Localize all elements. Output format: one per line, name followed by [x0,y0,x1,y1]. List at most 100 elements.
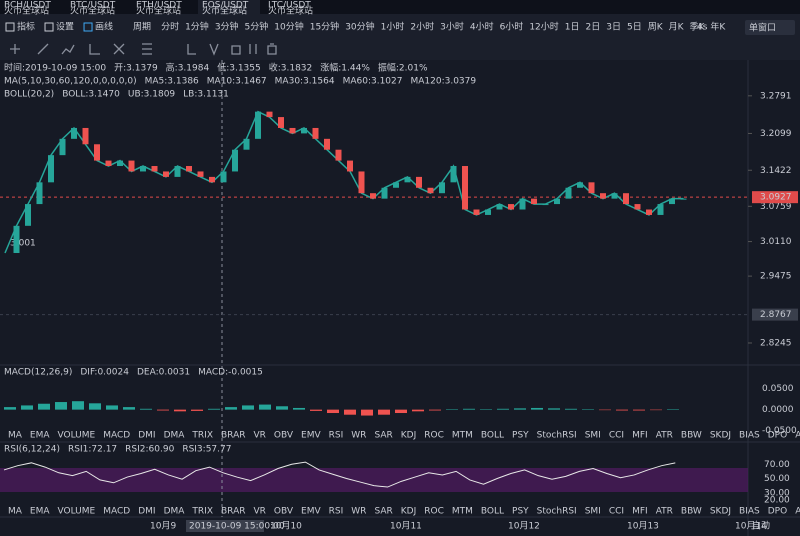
period[interactable]: 1日 [565,22,580,33]
tool-button[interactable]: 画线 [95,21,113,33]
info-text: RSI3:57.77 [182,445,231,455]
indicator-tab[interactable]: BBW [681,431,702,441]
indicator-tab[interactable]: AO [795,507,800,517]
tab-sub: 火币全球站 [70,5,115,17]
indicator-tab[interactable]: SMI [585,431,601,441]
candle [105,160,112,167]
period[interactable]: 季K [690,21,706,33]
period[interactable]: 年K [710,21,726,33]
indicator-tab[interactable]: VOLUME [58,507,96,517]
indicator-tab[interactable]: BIAS [739,507,760,517]
auto-button[interactable]: 自动 [752,520,770,532]
candle [301,127,307,134]
indicator-tab[interactable]: SKDJ [710,507,731,517]
indicator-tab[interactable]: OBV [274,507,294,517]
period[interactable]: 5分钟 [245,21,269,33]
indicator-tab[interactable]: KDJ [401,507,417,517]
indicator-tab[interactable]: TRIX [191,507,213,517]
indicator-tab[interactable]: EMA [30,431,50,441]
indicator-tab[interactable]: EMA [30,507,50,517]
indicator-tab[interactable]: KDJ [401,431,417,441]
period[interactable]: 12小时 [529,21,558,33]
indicator-tab[interactable]: EMV [301,431,321,441]
indicator-tab[interactable]: MA [8,507,23,517]
indicator-tab[interactable]: DPO [768,507,787,517]
period[interactable]: 5日 [627,22,642,33]
indicator-tab[interactable]: MFI [632,431,648,441]
macd-bar [55,402,67,410]
tab[interactable]: BCH/USDT [4,1,51,11]
indicator-tab[interactable]: SAR [374,507,392,517]
indicator-tab[interactable]: DMA [164,431,186,441]
indicator-tab[interactable]: StochRSI [537,431,577,441]
indicator-tab[interactable]: AO [795,431,800,441]
candle [565,187,572,199]
indicator-tab[interactable]: CCI [609,507,624,517]
indicator-tab[interactable]: MACD [103,507,130,517]
indicator-tab[interactable]: SAR [374,431,392,441]
period[interactable]: 3日 [606,22,621,33]
indicator-tab[interactable]: VR [253,507,265,517]
period[interactable]: 分时 [161,21,179,33]
info-text: MA(5,10,30,60,120,0,0,0,0,0) [4,77,137,87]
indicator-tab[interactable]: WR [351,507,366,517]
indicator-tab[interactable]: DPO [768,431,787,441]
indicator-tab[interactable]: MA [8,431,23,441]
period[interactable]: 4小时 [470,21,494,33]
indicator-tab[interactable]: BOLL [481,431,504,441]
indicator-tab[interactable]: DMI [138,431,155,441]
period[interactable]: 周K [648,22,664,33]
tab-sub: 火币全球站 [202,5,247,17]
tool-button[interactable]: 指标 [17,21,35,33]
indicator-tab[interactable]: MFI [632,507,648,517]
period[interactable]: 1分钟 [185,21,209,33]
window-select[interactable] [745,20,795,35]
indicator-tab[interactable]: VOLUME [58,431,96,441]
period[interactable]: 30分钟 [345,21,374,33]
indicator-tab[interactable]: MTM [452,507,473,517]
indicator-tab[interactable]: WR [351,431,366,441]
indicator-tab[interactable]: SKDJ [710,431,731,441]
period[interactable]: 月K [669,22,685,33]
indicator-tab[interactable]: SMI [585,507,601,517]
period[interactable]: 1小时 [381,21,405,33]
indicator-tab[interactable]: BRAR [221,431,245,441]
indicator-tab[interactable]: ATR [656,507,673,517]
indicator-tab[interactable]: ROC [424,431,444,441]
indicator-tab[interactable]: CCI [609,431,624,441]
indicator-tab[interactable]: MTM [452,431,473,441]
indicator-tab[interactable]: MACD [103,431,130,441]
indicator-tab[interactable]: DMI [138,507,155,517]
indicator-tab[interactable]: StochRSI [537,507,577,517]
tab[interactable]: BTC/USDT [70,1,116,11]
period[interactable]: 2日 [586,22,601,33]
period[interactable]: 3小时 [440,21,464,33]
info-text: UB:3.1809 [128,90,176,100]
indicator-tab[interactable]: ATR [656,431,673,441]
tab[interactable]: ETH/USDT [136,1,182,11]
indicator-tab[interactable]: BBW [681,507,702,517]
period[interactable]: 15分钟 [310,21,339,33]
indicator-tab[interactable]: PSY [512,431,529,441]
period[interactable]: 6小时 [500,21,524,33]
indicator-tab[interactable]: BRAR [221,507,245,517]
period[interactable]: 2小时 [410,21,434,33]
indicator-tab[interactable]: DMA [164,507,186,517]
indicator-tab[interactable]: TRIX [191,431,213,441]
indicator-tab[interactable]: BOLL [481,507,504,517]
indicator-tab[interactable]: BIAS [739,431,760,441]
period[interactable]: 3分钟 [215,21,239,33]
indicator-tab[interactable]: PSY [512,507,529,517]
tool-button[interactable]: 设置 [56,22,74,33]
indicator-tab[interactable]: OBV [274,431,294,441]
indicator-tab[interactable]: RSI [329,431,344,441]
indicator-tab[interactable]: EMV [301,507,321,517]
indicator-tab[interactable]: ROC [424,507,444,517]
macd-bar [276,406,288,410]
tab[interactable]: LTC/USDT [268,1,311,11]
period[interactable]: 10分钟 [274,21,303,33]
indicator-tab[interactable]: RSI [329,507,344,517]
tab[interactable]: EOS/USDT [202,1,249,11]
indicator-tab[interactable]: VR [253,431,265,441]
